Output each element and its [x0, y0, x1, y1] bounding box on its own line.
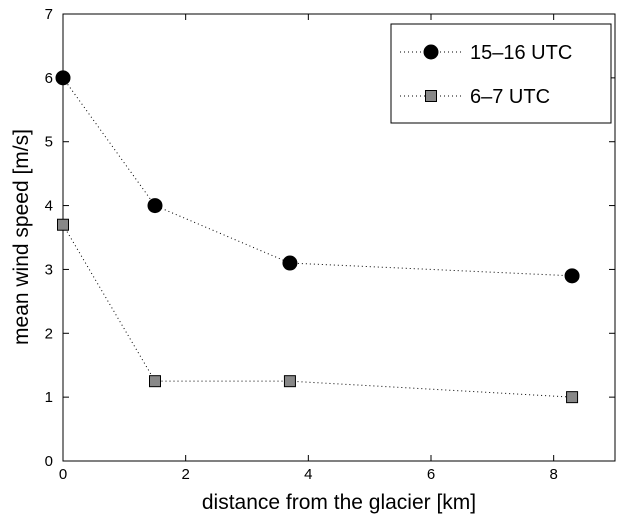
legend-label: 15–16 UTC: [470, 42, 572, 64]
plot-area-frame: [62, 13, 616, 462]
x-tick-label: 2: [181, 466, 189, 483]
x-tick-label: 4: [304, 466, 312, 483]
y-tick-label: 0: [45, 453, 53, 470]
series-2: [57, 218, 579, 404]
x-tick-label: 8: [549, 466, 557, 483]
legend-box: [390, 23, 612, 124]
x-axis-title: distance from the glacier [km]: [202, 491, 476, 514]
legend-entry-1: 15–16 UTC: [400, 42, 572, 64]
data-point: [566, 391, 579, 404]
axes: [62, 13, 616, 462]
data-point: [283, 375, 296, 388]
series-1: [55, 70, 580, 284]
x-tick-label: 6: [427, 466, 435, 483]
data-point: [282, 255, 298, 271]
y-tick-label: 6: [45, 70, 53, 87]
legend-marker: [425, 90, 437, 102]
series-layer: [55, 70, 580, 404]
y-axis-title: mean wind speed [m/s]: [10, 129, 33, 345]
legend-label: 6–7 UTC: [470, 86, 550, 108]
data-point: [564, 268, 580, 284]
tick-marks: 0 2 4 6 8 0 1 2 3 4 5 6 7: [45, 6, 615, 483]
legend: 15–16 UTC 6–7 UTC: [390, 23, 612, 124]
data-point: [147, 198, 163, 214]
x-tick-label: 0: [59, 466, 67, 483]
data-point: [55, 70, 71, 86]
data-point: [149, 375, 161, 388]
series-line: [62, 224, 573, 398]
y-tick-label: 1: [45, 389, 53, 406]
y-tick-label: 3: [45, 261, 53, 278]
legend-entry-2: 6–7 UTC: [400, 86, 550, 108]
legend-marker: [423, 44, 439, 60]
y-tick-label: 4: [45, 198, 53, 215]
y-tick-label: 5: [45, 134, 53, 151]
y-tick-label: 2: [45, 325, 53, 342]
y-tick-label: 7: [45, 6, 53, 23]
data-point: [57, 218, 69, 231]
